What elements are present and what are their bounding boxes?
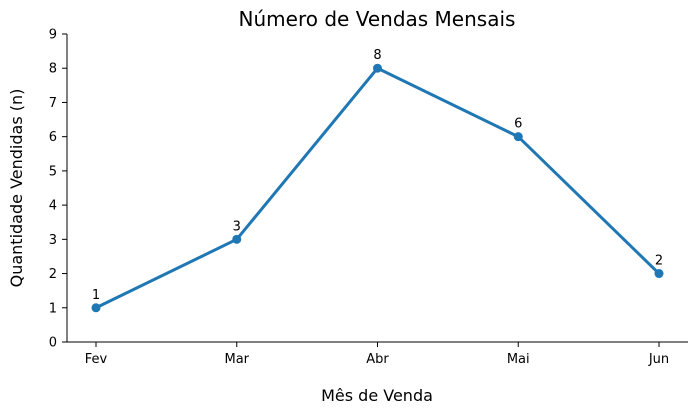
y-tick-label: 1 [49, 301, 57, 316]
data-labels-layer: 1 3 8 6 2 [92, 48, 663, 303]
x-tick-label: Jun [648, 352, 669, 367]
y-axis-ticks: 0 1 2 3 4 5 6 7 8 9 [49, 28, 67, 351]
x-axis-ticks: Fev Mar Abr Mai Jun [85, 342, 669, 367]
y-tick-label: 3 [49, 233, 57, 248]
x-tick-label: Mar [224, 352, 249, 367]
x-tick-label: Fev [85, 352, 108, 367]
data-point [232, 234, 242, 244]
y-tick-label: 8 [49, 62, 57, 77]
y-tick-label: 9 [49, 28, 57, 43]
data-label: 2 [655, 254, 663, 269]
y-tick-label: 6 [49, 130, 57, 145]
y-tick-label: 5 [49, 164, 57, 179]
y-tick-label: 7 [49, 96, 57, 111]
series-layer [91, 63, 664, 313]
data-point [654, 269, 664, 279]
y-axis-label: Quantidade Vendidas (n) [7, 89, 26, 288]
y-tick-label: 0 [49, 336, 57, 351]
data-point [513, 132, 523, 142]
series-line [94, 66, 661, 310]
data-point [373, 63, 382, 73]
data-label: 6 [514, 117, 522, 132]
data-point [91, 303, 101, 313]
x-tick-label: Mai [507, 352, 530, 367]
chart-title: Número de Vendas Mensais [239, 7, 516, 31]
data-label: 8 [373, 48, 381, 63]
y-tick-label: 4 [49, 199, 57, 214]
data-label: 1 [92, 288, 100, 303]
x-tick-label: Abr [366, 352, 389, 367]
data-label: 3 [233, 219, 241, 234]
y-tick-label: 2 [49, 267, 57, 282]
x-axis-label: Mês de Venda [321, 386, 433, 405]
